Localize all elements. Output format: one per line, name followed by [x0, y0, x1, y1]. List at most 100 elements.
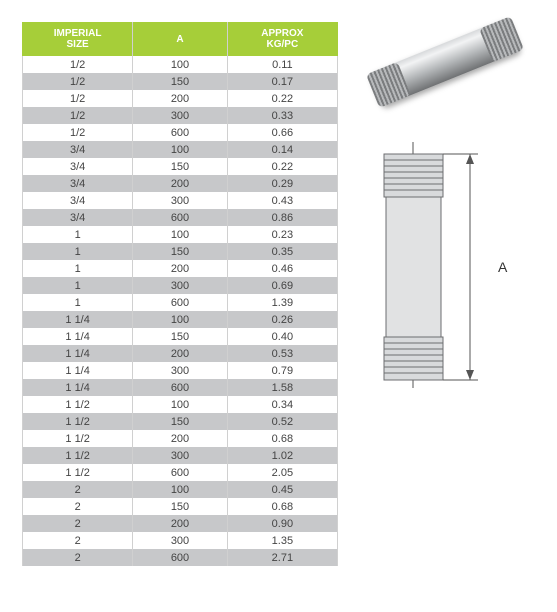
table-row: 1/22000.22 — [23, 90, 338, 107]
cell-size: 2 — [23, 481, 133, 498]
cell-a: 200 — [133, 260, 228, 277]
cell-size: 2 — [23, 532, 133, 549]
table-row: 21000.45 — [23, 481, 338, 498]
cell-a: 600 — [133, 209, 228, 226]
cell-a: 100 — [133, 226, 228, 243]
table-row: 1 1/26002.05 — [23, 464, 338, 481]
table-row: 1 1/41500.40 — [23, 328, 338, 345]
cell-size: 2 — [23, 498, 133, 515]
table-row: 1 1/22000.68 — [23, 430, 338, 447]
cell-a: 600 — [133, 379, 228, 396]
table-row: 1/23000.33 — [23, 107, 338, 124]
cell-a: 150 — [133, 413, 228, 430]
cell-a: 100 — [133, 396, 228, 413]
cell-kg: 1.35 — [227, 532, 337, 549]
col-header-size: IMPERIALSIZE — [23, 22, 133, 56]
cell-a: 300 — [133, 447, 228, 464]
cell-kg: 0.52 — [227, 413, 337, 430]
cell-a: 200 — [133, 90, 228, 107]
table-row: 1 1/41000.26 — [23, 311, 338, 328]
table-row: 26002.71 — [23, 549, 338, 566]
cell-size: 1 1/4 — [23, 362, 133, 379]
table-row: 3/41500.22 — [23, 158, 338, 175]
cell-a: 150 — [133, 243, 228, 260]
table-row: 3/43000.43 — [23, 192, 338, 209]
table-row: 11500.35 — [23, 243, 338, 260]
cell-a: 100 — [133, 311, 228, 328]
cell-kg: 0.22 — [227, 90, 337, 107]
table-row: 3/42000.29 — [23, 175, 338, 192]
cell-kg: 0.69 — [227, 277, 337, 294]
cell-kg: 0.90 — [227, 515, 337, 532]
table-row: 3/41000.14 — [23, 141, 338, 158]
cell-kg: 1.39 — [227, 294, 337, 311]
cell-kg: 0.33 — [227, 107, 337, 124]
cell-size: 2 — [23, 515, 133, 532]
cell-a: 300 — [133, 107, 228, 124]
cell-size: 1 — [23, 226, 133, 243]
table-row: 11000.23 — [23, 226, 338, 243]
cell-a: 600 — [133, 549, 228, 566]
cell-a: 100 — [133, 56, 228, 73]
table-row: 1 1/42000.53 — [23, 345, 338, 362]
table-row: 1/21500.17 — [23, 73, 338, 90]
cell-kg: 0.66 — [227, 124, 337, 141]
table-row: 1/26000.66 — [23, 124, 338, 141]
cell-size: 1 — [23, 260, 133, 277]
dimension-label: A — [498, 259, 508, 275]
cell-kg: 0.53 — [227, 345, 337, 362]
table-row: 3/46000.86 — [23, 209, 338, 226]
cell-kg: 0.79 — [227, 362, 337, 379]
cell-kg: 2.71 — [227, 549, 337, 566]
cell-kg: 0.68 — [227, 498, 337, 515]
cell-size: 1 — [23, 277, 133, 294]
cell-size: 1 1/2 — [23, 413, 133, 430]
cell-size: 1 — [23, 294, 133, 311]
cell-a: 100 — [133, 481, 228, 498]
cell-size: 1/2 — [23, 73, 133, 90]
cell-size: 1 1/4 — [23, 345, 133, 362]
cell-size: 1/2 — [23, 107, 133, 124]
cell-size: 1 1/4 — [23, 379, 133, 396]
cell-size: 1 1/4 — [23, 311, 133, 328]
cell-size: 1/2 — [23, 56, 133, 73]
cell-size: 1/2 — [23, 124, 133, 141]
cell-size: 2 — [23, 549, 133, 566]
table-row: 1/21000.11 — [23, 56, 338, 73]
table-row: 22000.90 — [23, 515, 338, 532]
table-row: 21500.68 — [23, 498, 338, 515]
table-row: 1 1/43000.79 — [23, 362, 338, 379]
cell-a: 200 — [133, 345, 228, 362]
cell-size: 1 1/2 — [23, 464, 133, 481]
cell-size: 3/4 — [23, 175, 133, 192]
cell-a: 200 — [133, 515, 228, 532]
table-row: 12000.46 — [23, 260, 338, 277]
cell-size: 3/4 — [23, 141, 133, 158]
cell-kg: 0.22 — [227, 158, 337, 175]
cell-a: 150 — [133, 328, 228, 345]
table-row: 16001.39 — [23, 294, 338, 311]
cell-kg: 0.26 — [227, 311, 337, 328]
cell-kg: 1.58 — [227, 379, 337, 396]
cell-kg: 0.34 — [227, 396, 337, 413]
cell-kg: 0.17 — [227, 73, 337, 90]
cell-size: 1 1/4 — [23, 328, 133, 345]
cell-a: 300 — [133, 532, 228, 549]
cell-a: 300 — [133, 277, 228, 294]
cell-kg: 0.29 — [227, 175, 337, 192]
cell-size: 1 1/2 — [23, 447, 133, 464]
illustration-column: A — [354, 22, 535, 392]
header-row: IMPERIALSIZE A APPROXKG/PC — [23, 22, 338, 56]
cell-kg: 0.35 — [227, 243, 337, 260]
col-header-a: A — [133, 22, 228, 56]
product-photo — [360, 22, 530, 102]
table-row: 23001.35 — [23, 532, 338, 549]
cell-a: 200 — [133, 430, 228, 447]
table-row: 1 1/21000.34 — [23, 396, 338, 413]
cell-size: 3/4 — [23, 192, 133, 209]
cell-a: 300 — [133, 192, 228, 209]
cell-kg: 0.11 — [227, 56, 337, 73]
cell-a: 150 — [133, 498, 228, 515]
pipe-nipple-icon — [369, 17, 522, 107]
table-row: 13000.69 — [23, 277, 338, 294]
